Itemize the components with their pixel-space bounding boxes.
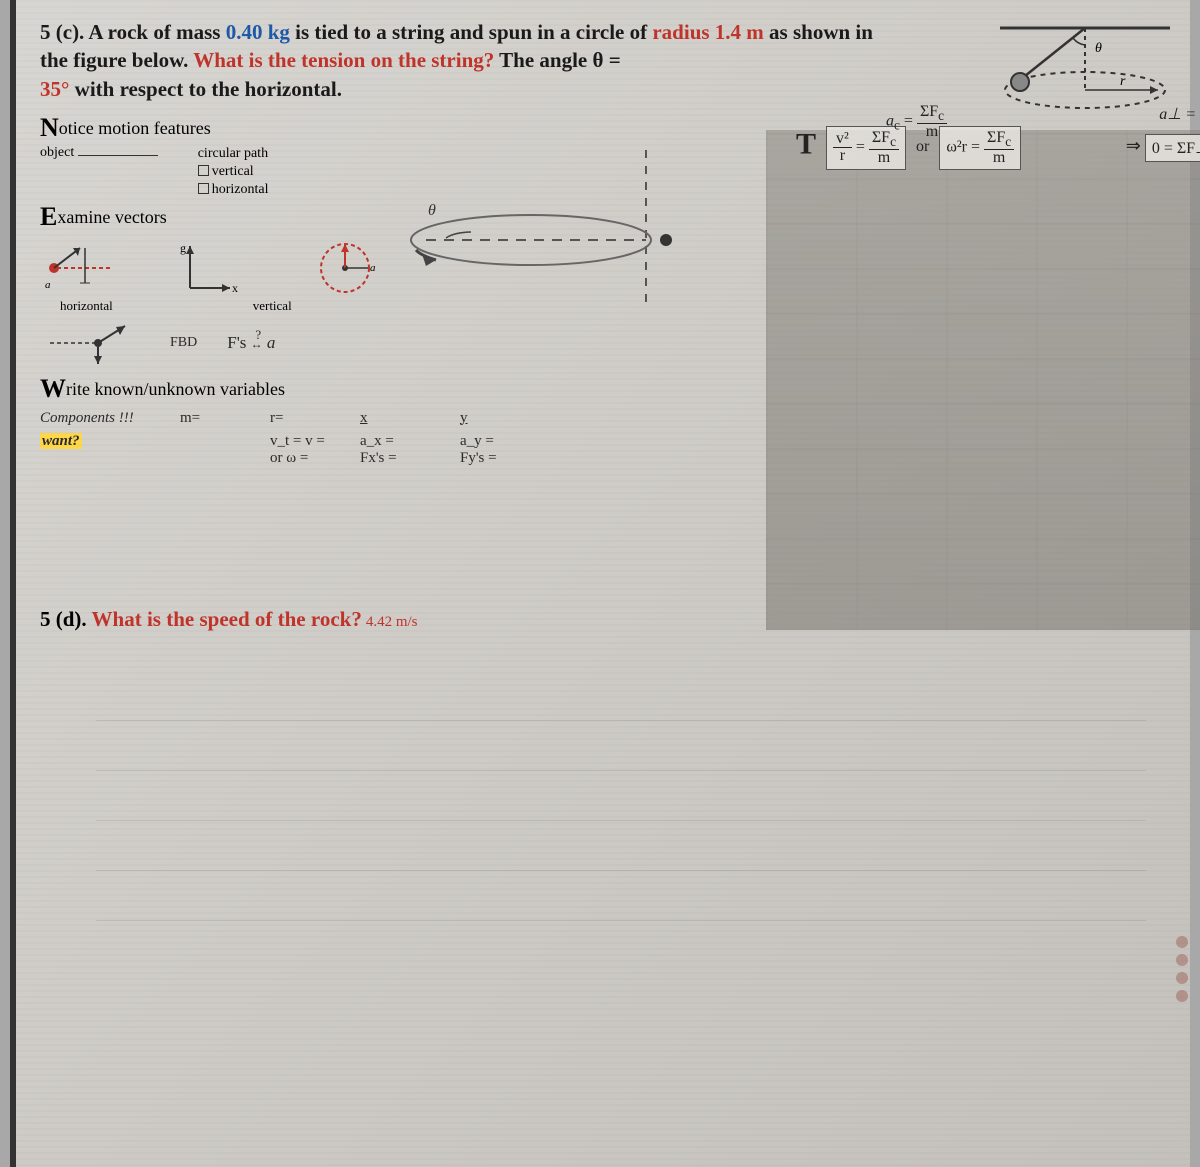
svg-text:x: x	[232, 281, 238, 295]
svg-text:θ: θ	[428, 202, 436, 219]
formula-strip: T v²r = ΣFcm or ω²r = ΣFcm ac = ΣFcm a⊥ …	[796, 126, 1200, 186]
vertical-sketch: g x	[170, 238, 260, 298]
ruled-line	[96, 720, 1146, 721]
theta-label: θ	[1095, 41, 1102, 56]
big-T: T	[796, 127, 816, 160]
ruled-line	[96, 820, 1146, 821]
svg-text:g: g	[180, 241, 186, 255]
ruled-line	[96, 870, 1146, 871]
worksheet-page: θ r θ T v²r = ΣFcm or ω²r = ΣFcm ac =	[10, 0, 1190, 1167]
conical-pendulum-icon: θ r	[920, 10, 1180, 120]
horizontal-sketch: a	[40, 238, 130, 298]
fbd-sketch	[40, 318, 160, 368]
question-5c: 5 (c). A rock of mass 0.40 kg is tied to…	[40, 18, 900, 103]
svg-text:a: a	[45, 279, 51, 291]
r-label: r	[1120, 74, 1126, 89]
ruled-line	[96, 770, 1146, 771]
binding-holes	[1176, 930, 1190, 1008]
ruled-line	[96, 920, 1146, 921]
demo-photo-diagram: θ	[376, 110, 776, 330]
brick-wall-background	[766, 130, 1200, 630]
